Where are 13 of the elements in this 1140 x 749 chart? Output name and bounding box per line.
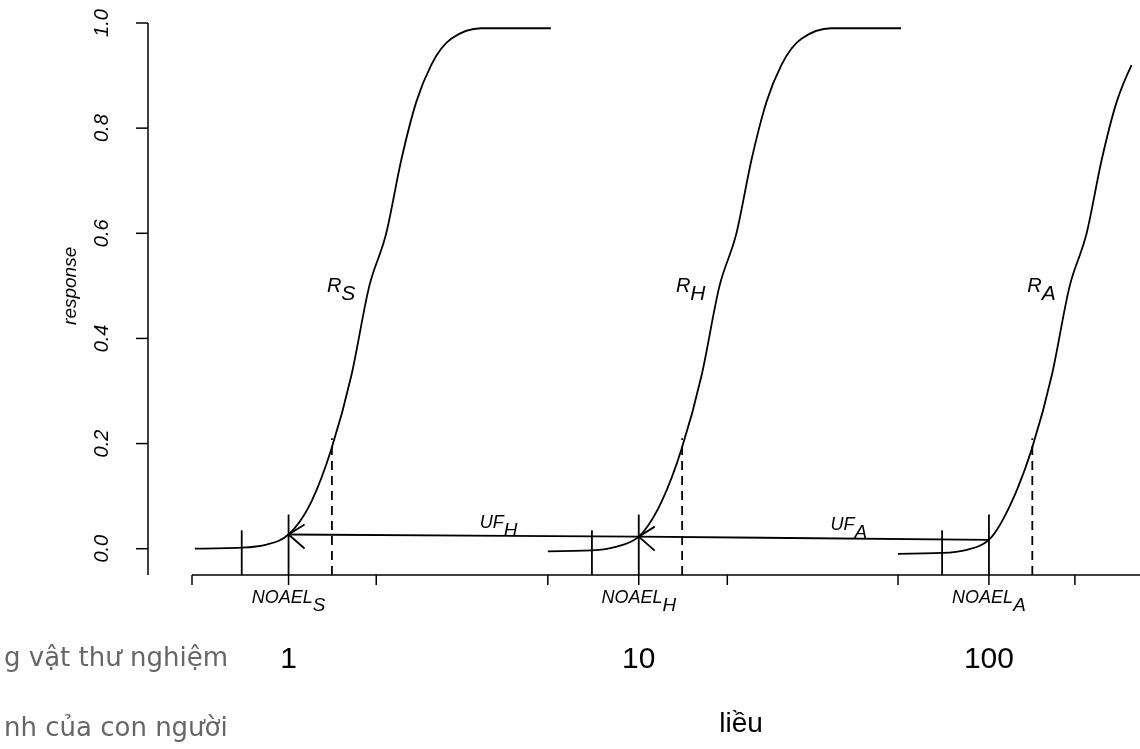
y-tick-label: 0.0 [90, 534, 112, 563]
y-tick-label: 0.4 [90, 324, 112, 353]
y-axis-title: response [59, 246, 80, 325]
y-tick-label: 1.0 [90, 9, 112, 37]
text: nh của con người [4, 712, 228, 742]
text: g vật thư nghiệm [4, 642, 228, 672]
x-tick-label: 100 [963, 641, 1014, 674]
y-tick-label: 0.8 [90, 114, 112, 143]
y-tick-label: 0.2 [90, 429, 112, 458]
y-tick-label: 0.6 [90, 218, 112, 248]
x-axis-title: liều [719, 707, 763, 738]
x-tick-label: 1 [280, 641, 297, 674]
x-tick-label: 10 [622, 641, 656, 674]
